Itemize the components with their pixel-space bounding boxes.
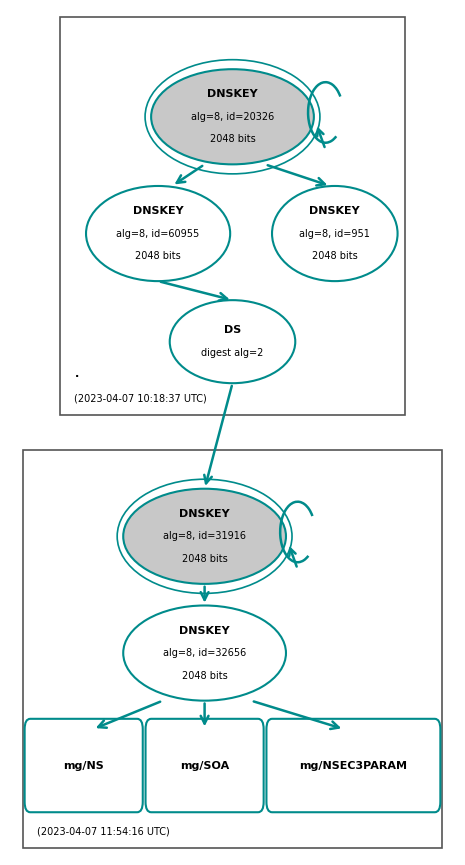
Text: (2023-04-07 10:18:37 UTC): (2023-04-07 10:18:37 UTC) <box>74 394 207 404</box>
FancyBboxPatch shape <box>25 719 143 812</box>
Text: 2048 bits: 2048 bits <box>182 554 227 564</box>
Text: mg/NSEC3PARAM: mg/NSEC3PARAM <box>299 760 407 771</box>
Ellipse shape <box>123 489 286 584</box>
Text: digest alg=2: digest alg=2 <box>201 348 264 358</box>
Text: mg/NS: mg/NS <box>63 760 104 771</box>
Text: DNSKEY: DNSKEY <box>310 206 360 216</box>
Text: alg=8, id=32656: alg=8, id=32656 <box>163 648 246 658</box>
Text: alg=8, id=31916: alg=8, id=31916 <box>163 531 246 541</box>
Ellipse shape <box>151 69 314 164</box>
Text: DNSKEY: DNSKEY <box>179 625 230 636</box>
Text: .: . <box>74 368 79 379</box>
Text: alg=8, id=951: alg=8, id=951 <box>299 228 370 239</box>
FancyBboxPatch shape <box>60 17 405 415</box>
Ellipse shape <box>272 186 398 281</box>
Text: 2048 bits: 2048 bits <box>135 251 181 261</box>
Text: 2048 bits: 2048 bits <box>210 134 255 144</box>
Ellipse shape <box>123 606 286 701</box>
Text: alg=8, id=20326: alg=8, id=20326 <box>191 112 274 122</box>
FancyBboxPatch shape <box>146 719 264 812</box>
Ellipse shape <box>86 186 230 281</box>
Text: DNSKEY: DNSKEY <box>207 89 258 99</box>
Text: mg: mg <box>37 801 57 811</box>
Text: DS: DS <box>224 325 241 336</box>
Text: 2048 bits: 2048 bits <box>182 670 227 681</box>
FancyBboxPatch shape <box>266 719 440 812</box>
Text: DNSKEY: DNSKEY <box>133 206 183 216</box>
FancyBboxPatch shape <box>23 450 442 848</box>
Text: mg/SOA: mg/SOA <box>180 760 229 771</box>
Text: 2048 bits: 2048 bits <box>312 251 358 261</box>
Text: DNSKEY: DNSKEY <box>179 509 230 519</box>
Text: alg=8, id=60955: alg=8, id=60955 <box>116 228 200 239</box>
Text: (2023-04-07 11:54:16 UTC): (2023-04-07 11:54:16 UTC) <box>37 826 170 836</box>
Ellipse shape <box>170 300 295 383</box>
